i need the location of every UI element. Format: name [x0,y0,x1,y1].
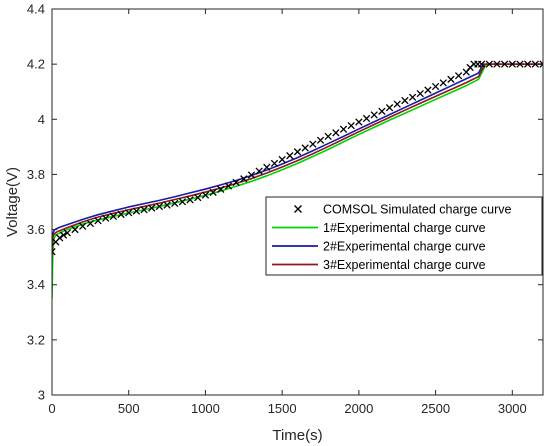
data-point-x-marker [79,222,87,230]
data-point-x-marker [401,96,409,105]
data-point-x-marker [201,191,210,199]
data-point-x-marker [63,229,72,237]
data-point-x-marker [56,234,64,242]
series-layer [52,60,543,299]
series-line-1 [52,63,543,299]
y-tick-label: 3.2 [27,332,45,347]
data-point-x-marker [485,60,493,68]
data-point-x-marker [416,89,424,98]
data-point-x-marker [263,163,271,171]
data-point-x-marker [324,132,332,141]
data-point-x-marker [332,129,340,137]
data-point-x-marker [477,60,486,68]
y-tick-label: 3.4 [27,277,45,292]
series-line-3 [52,63,543,258]
data-point-x-marker [508,60,516,68]
legend-label: COMSOL Simulated charge curve [323,203,512,217]
plot-frame [51,8,544,396]
data-point-x-marker [247,171,256,179]
data-point-x-marker [339,125,348,133]
legend-label: 2#Experimental charge curve [323,240,486,254]
data-point-x-marker [155,202,164,211]
data-point-x-marker [270,159,279,168]
x-tick-label: 2500 [421,401,450,416]
data-point-x-marker [209,188,217,197]
data-point-x-marker [309,140,317,148]
data-point-x-marker [140,206,148,214]
y-tick-label: 3.8 [27,167,45,182]
x-tick-label: 1500 [268,401,297,416]
data-point-x-marker [240,175,248,183]
data-point-x-marker [370,111,378,119]
data-point-x-marker [255,167,263,175]
data-point-x-marker [301,144,309,152]
y-tick-label: 3.6 [27,222,45,237]
data-point-x-marker [102,214,110,222]
data-point-x-marker [523,60,532,68]
data-point-x-marker [293,148,302,156]
x-tick-label: 500 [118,401,140,416]
data-point-x-marker [232,178,240,187]
y-tick-label: 4 [38,112,45,127]
data-point-x-marker [385,104,394,112]
data-point-x-marker [347,121,355,130]
data-point-x-marker [86,219,95,228]
data-point-x-marker [316,136,325,144]
data-point-x-marker [454,72,463,80]
y-tick-label: 4.2 [27,57,45,72]
data-point-x-marker [393,100,401,108]
data-point-x-marker [408,93,417,101]
x-tick-label: 0 [48,401,55,416]
data-point-x-marker [493,60,501,68]
data-point-x-marker [531,60,539,68]
data-point-x-marker [378,107,386,115]
data-point-x-marker [194,193,202,202]
data-point-x-marker [424,86,432,94]
data-point-x-marker [59,231,68,239]
legend-marker-icon [294,205,302,213]
data-point-x-marker [186,196,194,204]
data-point-x-marker [94,217,102,225]
data-point-x-marker [355,118,363,126]
data-point-x-marker [286,152,294,160]
legend: COMSOL Simulated charge curve 1#Experimen… [265,196,543,276]
data-point-x-marker [117,210,125,219]
data-point-x-marker [516,60,524,68]
y-tick-label: 4.4 [27,2,45,17]
data-point-x-marker [52,247,56,256]
data-point-x-marker [109,212,118,220]
x-tick-label: 1000 [191,401,220,416]
data-point-x-marker [224,182,233,190]
data-point-x-marker [71,225,79,234]
x-axis-title: Time(s) [272,427,322,444]
data-point-x-marker [148,204,156,212]
data-point-x-marker [217,185,225,193]
data-point-x-marker [278,155,286,164]
x-tick-label: 3000 [498,401,527,416]
x-tick-label: 2000 [344,401,373,416]
data-point-x-marker [439,79,447,87]
data-point-x-marker [132,207,141,215]
data-point-x-marker [362,114,371,123]
data-point-x-marker [178,198,187,206]
data-point-x-marker [125,209,133,217]
data-point-x-marker [447,75,455,83]
legend-label: 1#Experimental charge curve [323,221,486,235]
y-axis-title: Voltage(V) [4,167,21,237]
legend-box [265,196,543,276]
data-point-x-marker [431,82,440,91]
data-point-x-marker [500,60,509,68]
y-tick-label: 3 [38,388,45,403]
series-comsol-markers [52,60,543,256]
data-point-x-marker [171,199,179,208]
data-point-x-marker [163,201,171,209]
data-point-x-marker [539,60,543,68]
legend-label: 3#Experimental charge curve [323,258,486,272]
